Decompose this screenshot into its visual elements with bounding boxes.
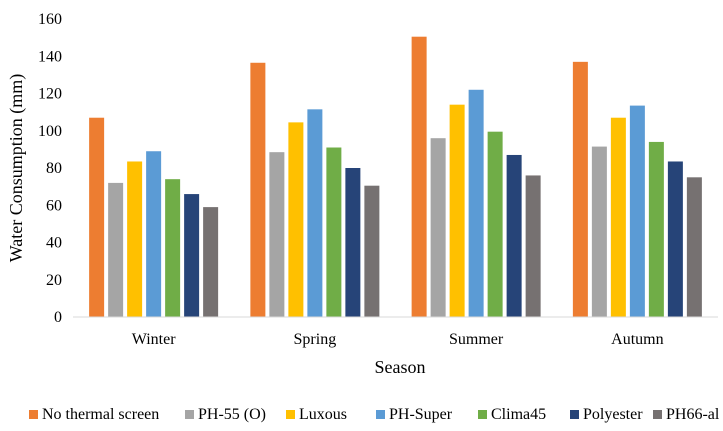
bar [629, 105, 645, 317]
bar [326, 147, 342, 317]
legend-swatch [478, 410, 487, 419]
x-axis-title: Season [375, 357, 426, 377]
y-tick-label: 100 [38, 123, 62, 140]
bar [288, 122, 304, 318]
bar [648, 141, 664, 317]
y-tick-label: 120 [38, 86, 62, 103]
legend-label: No thermal screen [42, 406, 159, 423]
legend-label: PH66-al [666, 406, 720, 423]
x-tick-label: Autumn [611, 331, 663, 348]
bar [667, 161, 683, 317]
x-tick-label: Winter [132, 331, 176, 348]
y-tick-label: 20 [46, 272, 62, 289]
x-axis-tick-labels: Winter Spring Summer Autumn [132, 331, 664, 348]
bars [89, 36, 702, 318]
bar [89, 117, 105, 318]
y-tick-label: 140 [38, 48, 62, 65]
y-axis-title: Water Consumption (mm) [6, 74, 27, 263]
bar [430, 138, 446, 317]
bar [364, 185, 380, 317]
legend-swatch [286, 410, 295, 419]
bar [108, 182, 124, 317]
legend: No thermal screen PH-55 (O) Luxous PH-Super… [29, 406, 720, 423]
bar [127, 161, 143, 317]
bar [184, 194, 200, 317]
legend-swatch [185, 410, 194, 419]
bar [468, 89, 484, 318]
bar [572, 61, 588, 318]
y-tick-label: 80 [46, 160, 62, 177]
bar [487, 131, 503, 317]
legend-label: Clima45 [491, 406, 546, 423]
y-tick-label: 0 [54, 309, 62, 326]
legend-label: Polyester [583, 406, 643, 423]
legend-swatch [653, 410, 662, 419]
y-tick-label: 60 [46, 197, 62, 214]
bar [250, 62, 266, 317]
bar [269, 152, 285, 317]
bar [506, 154, 522, 317]
y-axis-ticks: 0 20 40 60 80 100 120 140 160 [38, 11, 62, 326]
bar [525, 175, 541, 317]
legend-label: PH-55 (O) [198, 406, 266, 423]
legend-swatch [376, 410, 385, 419]
legend-label: Luxous [299, 406, 347, 423]
x-tick-label: Summer [449, 331, 504, 348]
bar [449, 104, 465, 317]
legend-swatch [570, 410, 579, 419]
bar [610, 117, 626, 318]
bar [165, 179, 181, 317]
bar [591, 146, 607, 317]
bar [411, 36, 427, 317]
legend-label: PH-Super [389, 406, 453, 423]
bar [345, 168, 361, 317]
bar [686, 177, 702, 317]
legend-swatch [29, 410, 38, 419]
bar [307, 109, 323, 317]
y-tick-label: 160 [38, 11, 62, 28]
bar [203, 207, 219, 317]
x-tick-label: Spring [294, 331, 337, 348]
bar [146, 151, 162, 317]
y-tick-label: 40 [46, 235, 62, 252]
